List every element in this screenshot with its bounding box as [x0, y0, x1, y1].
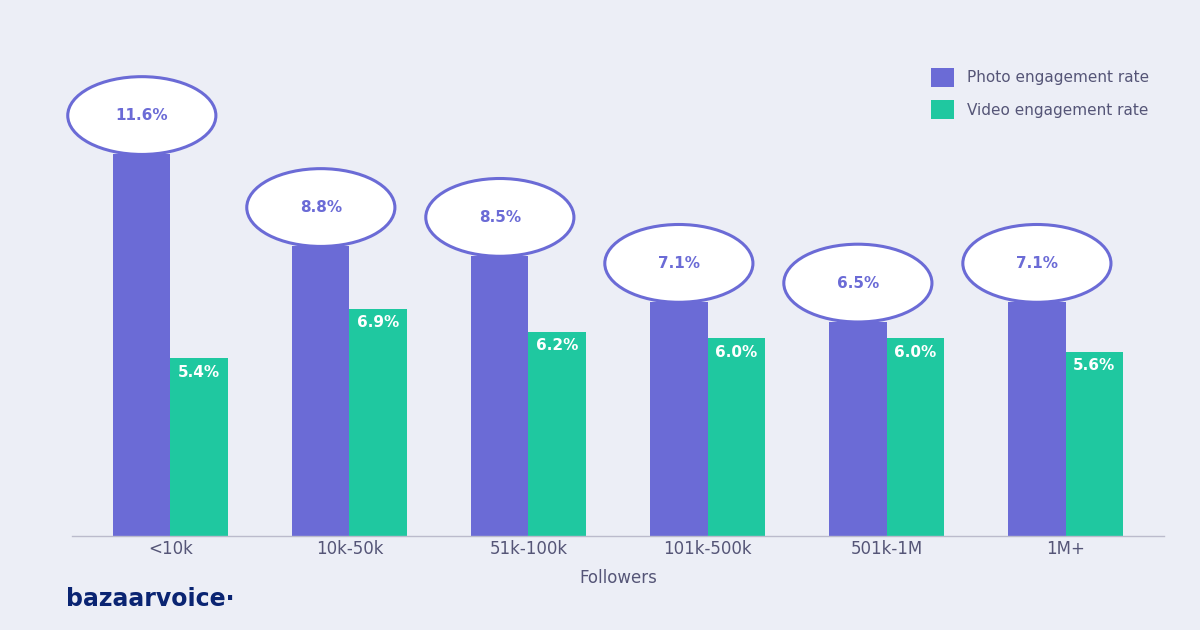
- Text: 7.1%: 7.1%: [658, 256, 700, 271]
- Text: 8.5%: 8.5%: [479, 210, 521, 225]
- Text: 6.9%: 6.9%: [356, 316, 400, 330]
- Bar: [650, 302, 708, 536]
- Bar: [708, 338, 764, 536]
- X-axis label: Followers: Followers: [580, 570, 656, 587]
- Legend: Photo engagement rate, Video engagement rate: Photo engagement rate, Video engagement …: [924, 60, 1157, 127]
- Text: 6.0%: 6.0%: [894, 345, 936, 360]
- Bar: [170, 358, 228, 536]
- Text: 8.8%: 8.8%: [300, 200, 342, 215]
- Bar: [113, 154, 170, 536]
- Bar: [472, 256, 528, 536]
- Text: 11.6%: 11.6%: [115, 108, 168, 123]
- Text: 6.0%: 6.0%: [715, 345, 757, 360]
- Text: bazaarvoice·: bazaarvoice·: [66, 587, 234, 611]
- Bar: [887, 338, 944, 536]
- Bar: [1066, 352, 1123, 536]
- Bar: [349, 309, 407, 536]
- Bar: [829, 322, 887, 536]
- Text: 6.5%: 6.5%: [836, 275, 880, 290]
- Bar: [1008, 302, 1066, 536]
- Text: 5.4%: 5.4%: [178, 365, 220, 380]
- Text: 5.6%: 5.6%: [1073, 358, 1115, 373]
- Bar: [528, 332, 586, 536]
- Bar: [292, 246, 349, 536]
- Text: 6.2%: 6.2%: [536, 338, 578, 353]
- Text: 7.1%: 7.1%: [1016, 256, 1058, 271]
